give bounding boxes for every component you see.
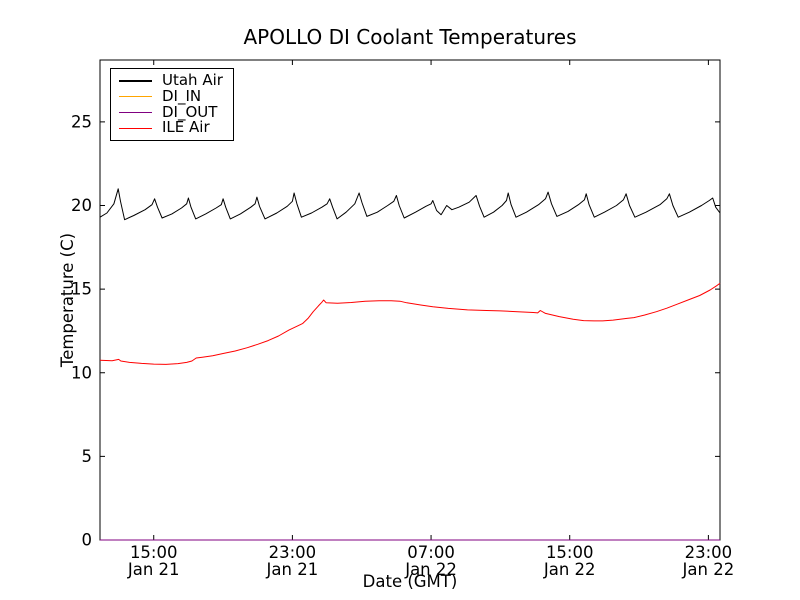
legend-label: DI_OUT [162,102,218,121]
y-tick-label: 15 [71,280,92,299]
legend: Utah Air DI_IN DI_OUT ILE Air [110,68,234,142]
legend-row: Utah Air [119,71,227,89]
x-axis-label: Date (GMT) [362,572,458,591]
utah-air-line [99,188,721,221]
legend-label: DI_IN [162,86,202,105]
x-tick-date-label: Jan 22 [404,560,457,579]
legend-label: Utah Air [162,71,223,89]
legend-line-sample [119,111,152,114]
y-tick-label: 25 [71,112,92,131]
x-tick-time-label: 23:00 [269,543,317,562]
legend-row: DI_IN [119,86,227,105]
legend-label: ILE Air [162,118,210,137]
y-tick-label: 5 [82,447,93,466]
ile-air-line [99,282,721,365]
legend-row: ILE Air [119,120,227,136]
legend-row: DI_OUT [119,102,227,121]
x-tick-date-label: Jan 22 [682,560,735,579]
x-tick-date-label: Jan 22 [543,560,596,579]
x-tick-time-label: 07:00 [407,543,455,562]
y-tick-label: 0 [82,531,93,550]
legend-line-sample [119,80,152,82]
x-tick-time-label: 15:00 [546,543,594,562]
chart-title: APOLLO DI Coolant Temperatures [243,25,577,49]
x-tick-date-label: Jan 21 [266,560,319,579]
series-lines [99,188,721,541]
y-tick-label: 20 [71,196,92,215]
x-tick-time-label: 23:00 [685,543,733,562]
y-axis-label: Temperature (C) [58,232,77,368]
legend-line-sample [119,95,152,98]
x-tick-time-label: 15:00 [130,543,178,562]
y-tick-label: 10 [71,363,92,382]
x-tick-date-label: Jan 21 [127,560,180,579]
legend-line-sample [119,127,152,130]
